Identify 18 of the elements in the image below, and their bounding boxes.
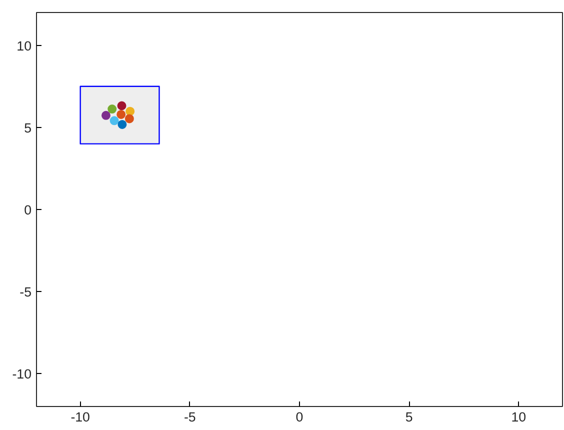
- point: [108, 104, 117, 114]
- x-tick-label: 5: [405, 410, 413, 424]
- x-tick-label: -10: [70, 410, 90, 424]
- point: [116, 110, 126, 119]
- y-tick-label: 0: [24, 202, 32, 218]
- x-tick-label: -5: [184, 410, 196, 424]
- x-tick-label: 0: [296, 410, 304, 424]
- y-tick-label: 5: [24, 120, 32, 136]
- point: [110, 116, 119, 126]
- point: [101, 110, 110, 120]
- point: [126, 106, 135, 116]
- y-tick-label: -10: [12, 366, 32, 382]
- y-tick-label: -5: [20, 284, 32, 300]
- point: [117, 101, 126, 110]
- y-tick-label: 10: [16, 38, 32, 54]
- point: [118, 120, 127, 129]
- point: [124, 114, 134, 124]
- x-tick-label: 10: [511, 410, 526, 424]
